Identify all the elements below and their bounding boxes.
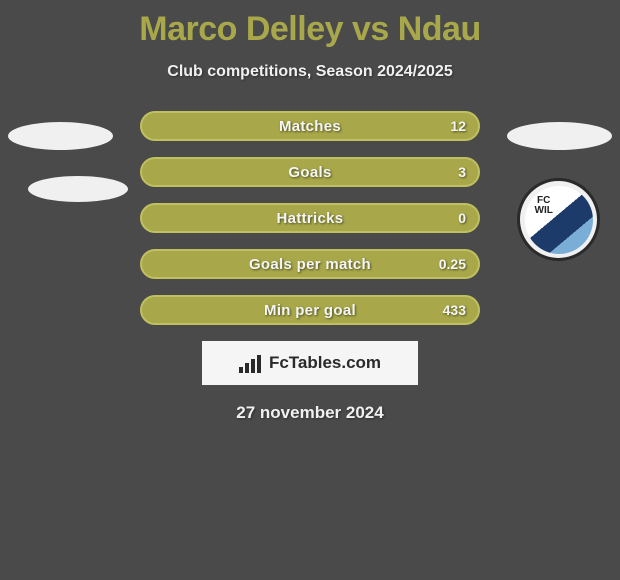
stat-bar-goals: Goals 3: [140, 157, 480, 187]
player-badge-placeholder: [8, 122, 113, 150]
stat-bar-hattricks: Hattricks 0: [140, 203, 480, 233]
club-badge: FCWIL: [517, 178, 600, 261]
page-title: Marco Delley vs Ndau: [0, 0, 620, 49]
stat-label: Matches: [279, 118, 341, 135]
player-badge-placeholder: [507, 122, 612, 150]
stat-value: 12: [450, 118, 466, 134]
left-player-badges: [8, 122, 128, 228]
stat-value: 0: [458, 210, 466, 226]
stat-label: Goals: [288, 164, 331, 181]
footer-date: 27 november 2024: [0, 403, 620, 423]
stat-label: Hattricks: [277, 210, 344, 227]
source-logo: FcTables.com: [202, 341, 418, 385]
stat-bar-matches: Matches 12: [140, 111, 480, 141]
club-badge-text: FCWIL: [535, 196, 553, 216]
stat-value: 3: [458, 164, 466, 180]
stat-value: 0.25: [439, 256, 466, 272]
stats-container: Matches 12 Goals 3 Hattricks 0 Goals per…: [140, 111, 480, 325]
logo-text: FcTables.com: [269, 353, 381, 373]
stat-bar-goals-per-match: Goals per match 0.25: [140, 249, 480, 279]
stat-label: Goals per match: [249, 256, 371, 273]
stat-label: Min per goal: [264, 302, 356, 319]
stat-bar-min-per-goal: Min per goal 433: [140, 295, 480, 325]
bar-chart-icon: [239, 353, 263, 373]
subtitle: Club competitions, Season 2024/2025: [0, 63, 620, 81]
right-player-badges: [507, 122, 612, 176]
player-badge-placeholder: [28, 176, 128, 202]
stat-value: 433: [443, 302, 466, 318]
club-badge-inner: FCWIL: [525, 186, 593, 254]
